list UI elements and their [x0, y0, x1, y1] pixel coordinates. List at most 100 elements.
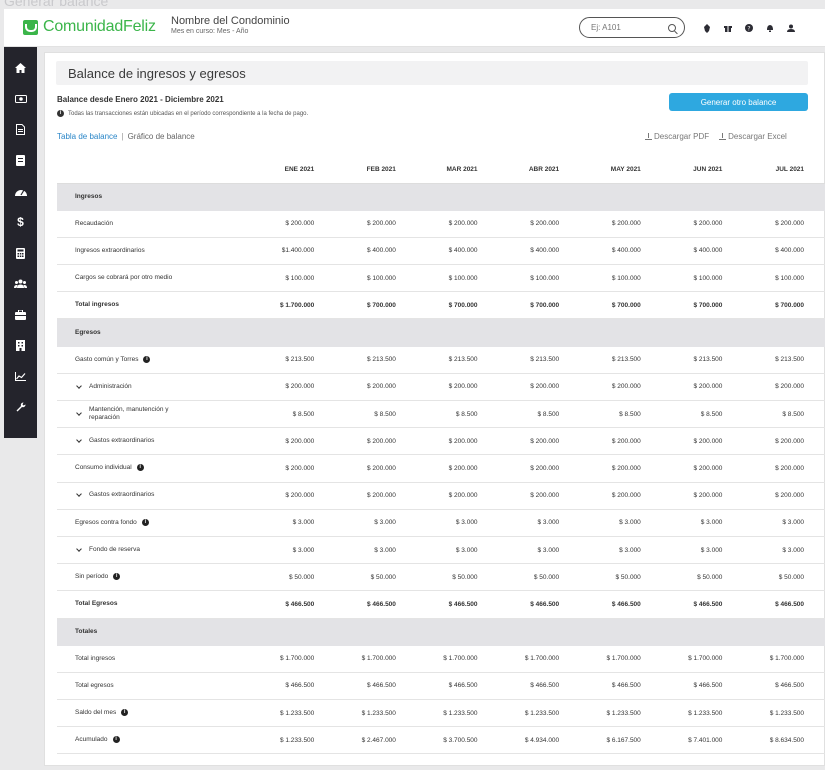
gift-icon[interactable] — [717, 22, 738, 34]
balance-table-wrapper[interactable]: ENE 2021 FEB 2021 MAR 2021 ABR 2021 MAY 2021… — [57, 157, 825, 755]
dashboard-icon — [14, 189, 27, 197]
chevron-down-icon[interactable] — [76, 545, 82, 552]
table-cell: $ 100.000 — [403, 264, 486, 293]
table-cell: $ 200.000 — [648, 210, 731, 238]
sidebar-item-bills[interactable] — [4, 84, 37, 115]
row-label-cell: Ingresos — [57, 183, 825, 211]
top-bar: ComunidadFeliz Nombre del Condominio Mes… — [4, 9, 825, 47]
row-label-cell: Egresos — [57, 318, 825, 347]
chevron-down-icon[interactable] — [76, 382, 82, 389]
download-excel-button[interactable]: Descargar Excel — [719, 132, 787, 141]
row-label: Administración — [89, 382, 132, 390]
table-cell: $ 700.000 — [812, 291, 825, 320]
chevron-down-icon[interactable] — [76, 410, 82, 416]
info-icon[interactable]: i — [141, 518, 149, 526]
table-cell: $ 3.000 — [322, 509, 404, 537]
help-icon[interactable]: ? — [738, 22, 759, 34]
row-label: Ingresos extraordinarios — [75, 246, 145, 254]
table-row[interactable]: Administración $ 200.000 $ 200.000 $ 200.00… — [57, 373, 825, 402]
sidebar-item-ledger[interactable] — [4, 145, 37, 176]
chart-icon — [15, 371, 26, 381]
condo-selector[interactable]: Nombre del Condominio Mes en curso: Mes … — [171, 15, 290, 35]
sidebar-item-briefcase[interactable] — [4, 299, 37, 330]
table-row[interactable]: Gastos extraordinarios $ 200.000 $ 200.000… — [57, 482, 825, 510]
chevron-down-icon[interactable] — [76, 491, 82, 498]
table-row: Consumo individual i $ 200.000 $ 200.000 $ 2… — [57, 454, 825, 483]
table-cell: $ 8.500 — [567, 400, 649, 429]
sidebar-item-payments[interactable]: $ — [4, 207, 37, 238]
row-label-cell: Cargos se cobrará por otro medio — [57, 264, 241, 293]
table-row[interactable]: Gastos extraordinarios $ 200.000 $ 200.000… — [57, 427, 825, 456]
info-icon[interactable]: i — [112, 736, 120, 744]
table-cell: $ 1.700.000 — [567, 645, 649, 673]
download-pdf-button[interactable]: Descargar PDF — [645, 132, 709, 141]
search-input[interactable] — [591, 23, 651, 32]
table-cell: $ 200.000 — [567, 210, 649, 238]
column-header: MAR 2021 — [403, 157, 486, 184]
table-cell: $ 200.000 — [567, 373, 649, 402]
row-label: Gasto común y Torres — [75, 355, 139, 363]
table-cell: $ 100.000 — [812, 264, 825, 293]
info-icon[interactable]: i — [143, 355, 151, 363]
tab-balance-table[interactable]: Tabla de balance — [57, 132, 118, 141]
table-cell: $ 466.500 — [812, 590, 825, 619]
row-label: Totales — [75, 627, 98, 635]
row-label: Cargos se cobrará por otro medio — [75, 274, 173, 282]
table-cell: $ 200.000 — [485, 210, 568, 238]
document-icon — [16, 124, 25, 136]
table-cell: $ 1.233.500 — [812, 699, 825, 728]
app-logo[interactable]: ComunidadFeliz — [23, 18, 156, 36]
table-row[interactable]: Fondo de reserva $ 3.000 $ 3.000 $ 3.000 $ 3… — [57, 536, 825, 565]
table-row: Total egresos $ 466.500 $ 466.500 $ 466.500… — [57, 672, 825, 701]
sidebar-item-reports[interactable] — [4, 361, 37, 392]
table-cell: $ 8.500 — [730, 400, 813, 429]
sidebar-item-building[interactable] — [4, 330, 37, 361]
table-cell: $ 200.000 — [403, 373, 486, 402]
table-row: Ingresos extraordinarios $1.400.000 $ 400.… — [57, 237, 825, 266]
info-icon[interactable]: i — [136, 464, 144, 472]
row-label-cell: Gasto común y Torres i — [57, 346, 241, 374]
ledger-icon — [16, 155, 25, 167]
tab-balance-chart[interactable]: Gráfico de balance — [127, 132, 195, 141]
user-icon[interactable] — [780, 22, 801, 34]
table-cell: $ 466.500 — [403, 590, 486, 619]
plugin-icon[interactable] — [696, 22, 717, 34]
table-row[interactable]: Mantención, manutención y reparación $ 8.… — [57, 400, 825, 429]
table-cell: $ 200.000 — [648, 454, 731, 483]
sidebar-item-home[interactable] — [4, 53, 37, 84]
info-icon[interactable]: i — [113, 573, 121, 581]
sidebar-item-calculator[interactable] — [4, 238, 37, 269]
download-icon — [645, 133, 652, 140]
table-cell: $ 9.868.000 — [812, 726, 825, 755]
info-icon[interactable]: i — [121, 709, 129, 717]
table-cell: $ 1.233.500 — [403, 699, 486, 728]
download-actions: Descargar PDF Descargar Excel — [645, 132, 787, 141]
table-cell: $ 200.000 — [567, 454, 649, 483]
row-label-cell: Acumulado i — [57, 726, 241, 755]
table-cell: $ 200.000 — [648, 373, 731, 402]
sidebar-item-dashboard[interactable] — [4, 176, 37, 207]
generate-balance-button[interactable]: Generar otro balance — [669, 93, 808, 111]
table-cell: $ 100.000 — [567, 264, 649, 293]
sidebar-item-tools[interactable] — [4, 392, 37, 423]
chevron-down-icon[interactable] — [76, 437, 82, 443]
table-cell: $ 200.000 — [730, 373, 813, 402]
svg-text:?: ? — [747, 25, 750, 32]
table-cell: $ 200.000 — [403, 482, 486, 510]
sidebar-item-documents[interactable] — [4, 115, 37, 146]
table-cell: $ 6.167.500 — [567, 726, 649, 755]
table-cell: $ 200.000 — [240, 210, 323, 238]
search-icon[interactable] — [668, 23, 676, 32]
table-cell: $ 3.000 — [403, 536, 486, 565]
table-section-row: Egresos — [57, 318, 825, 347]
table-cell: $ 466.500 — [730, 590, 813, 619]
table-cell: $ 213.500 — [403, 346, 486, 374]
table-cell: $ 8.500 — [812, 400, 825, 429]
table-row: Acumulado i $ 1.233.500 $ 2.467.000 $ 3.700.… — [57, 726, 825, 755]
table-body: Ingresos Recaudación $ 200.000 $ 200.000 $ 2… — [57, 183, 825, 755]
sidebar-item-residents[interactable] — [4, 269, 37, 300]
table-cell: $ 200.000 — [812, 454, 825, 483]
table-cell: $ 3.000 — [403, 509, 486, 537]
bell-icon[interactable] — [759, 22, 780, 34]
table-cell: $ 213.500 — [567, 346, 649, 374]
